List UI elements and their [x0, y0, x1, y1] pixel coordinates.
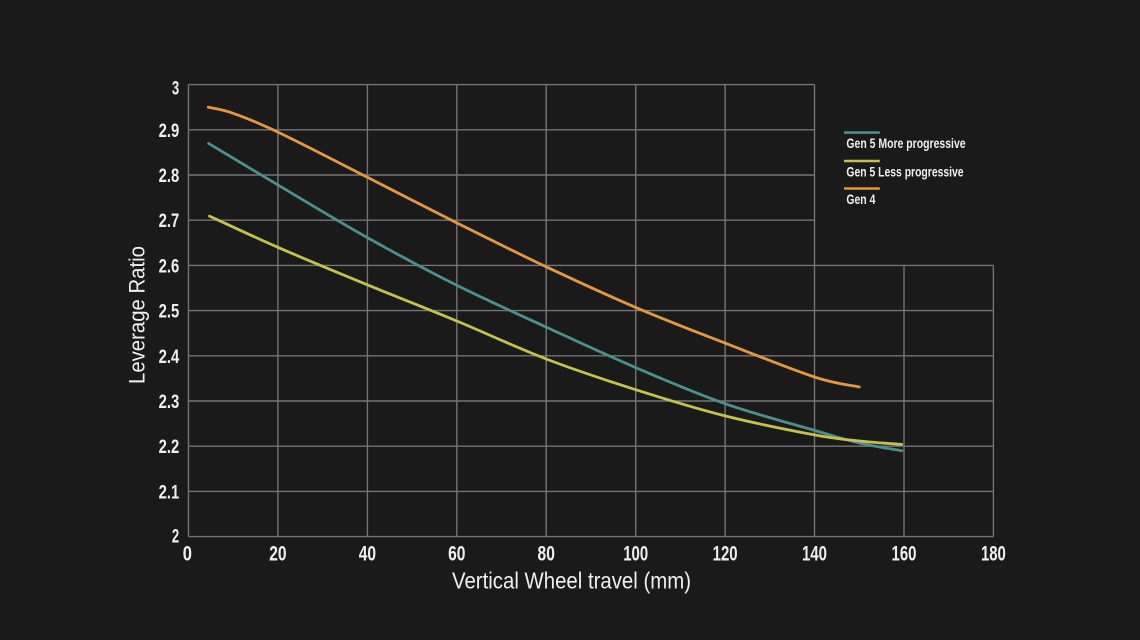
svg-text:40: 40: [359, 542, 376, 566]
svg-text:160: 160: [892, 542, 917, 566]
svg-text:2.4: 2.4: [159, 346, 180, 368]
svg-text:100: 100: [623, 542, 648, 566]
svg-text:3: 3: [172, 78, 179, 100]
svg-text:Vertical Wheel travel (mm): Vertical Wheel travel (mm): [452, 568, 691, 594]
svg-text:2.2: 2.2: [159, 436, 180, 458]
svg-text:60: 60: [448, 542, 465, 566]
svg-text:Leverage Ratio: Leverage Ratio: [124, 246, 149, 384]
svg-text:2.1: 2.1: [159, 481, 180, 503]
svg-text:0: 0: [183, 542, 192, 566]
svg-text:2.3: 2.3: [159, 391, 180, 413]
svg-text:Gen 4: Gen 4: [846, 192, 875, 208]
svg-text:2.8: 2.8: [159, 165, 180, 187]
svg-text:2.5: 2.5: [159, 301, 180, 323]
svg-text:120: 120: [713, 542, 738, 566]
svg-text:2.6: 2.6: [159, 255, 180, 277]
svg-text:20: 20: [269, 542, 286, 566]
svg-text:2: 2: [172, 525, 179, 547]
svg-text:2.7: 2.7: [159, 210, 180, 232]
svg-text:80: 80: [538, 542, 555, 566]
svg-text:Gen 5 More progressive: Gen 5 More progressive: [846, 136, 965, 152]
svg-text:Gen 5 Less progressive: Gen 5 Less progressive: [846, 165, 963, 181]
svg-text:2.9: 2.9: [159, 120, 180, 142]
svg-text:140: 140: [802, 542, 827, 566]
svg-text:180: 180: [981, 542, 1006, 566]
